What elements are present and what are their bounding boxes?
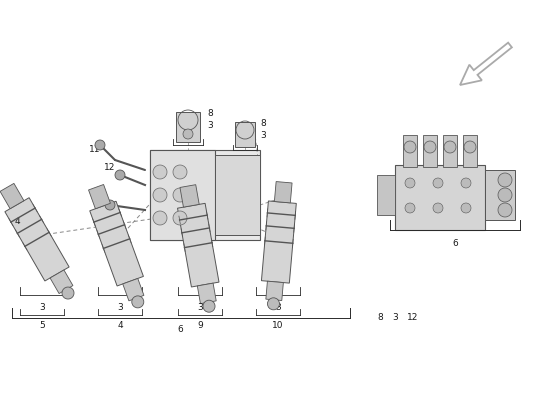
Text: 6: 6: [452, 240, 458, 248]
Circle shape: [498, 173, 512, 187]
Polygon shape: [123, 278, 144, 301]
Text: 3: 3: [207, 122, 213, 130]
Text: 3: 3: [39, 302, 45, 312]
Polygon shape: [90, 201, 144, 286]
Polygon shape: [0, 183, 24, 209]
Text: 8: 8: [377, 314, 383, 322]
Polygon shape: [50, 270, 73, 294]
Polygon shape: [274, 182, 292, 203]
Circle shape: [433, 178, 443, 188]
Text: 11: 11: [89, 146, 101, 154]
Circle shape: [498, 203, 512, 217]
Circle shape: [183, 129, 193, 139]
Bar: [485, 170, 515, 220]
Text: 9: 9: [197, 322, 203, 330]
Circle shape: [433, 203, 443, 213]
Circle shape: [405, 203, 415, 213]
Circle shape: [173, 165, 187, 179]
Circle shape: [424, 141, 436, 153]
Polygon shape: [178, 203, 219, 287]
Text: 5: 5: [39, 322, 45, 330]
Bar: [377, 175, 395, 215]
Circle shape: [153, 211, 167, 225]
Circle shape: [95, 140, 105, 150]
Polygon shape: [180, 185, 199, 207]
Circle shape: [115, 170, 125, 180]
Bar: [443, 135, 457, 167]
Text: 6: 6: [177, 326, 183, 334]
Bar: [235, 122, 255, 147]
Text: 4: 4: [117, 322, 123, 330]
Circle shape: [173, 211, 187, 225]
Circle shape: [405, 178, 415, 188]
Polygon shape: [89, 184, 111, 209]
Circle shape: [173, 188, 187, 202]
Text: 8: 8: [260, 120, 266, 128]
Text: 3: 3: [392, 314, 398, 322]
Circle shape: [153, 165, 167, 179]
Polygon shape: [197, 283, 216, 304]
Circle shape: [132, 296, 144, 308]
Circle shape: [404, 141, 416, 153]
Text: 3: 3: [275, 302, 281, 312]
Bar: [403, 135, 417, 167]
Text: 12: 12: [104, 164, 116, 172]
Text: 3: 3: [117, 302, 123, 312]
Circle shape: [444, 141, 456, 153]
Circle shape: [461, 178, 471, 188]
Text: 4: 4: [14, 218, 20, 226]
Bar: [215, 155, 260, 235]
Bar: [463, 135, 477, 167]
Polygon shape: [266, 281, 283, 300]
Text: 8: 8: [207, 110, 213, 118]
Text: 3: 3: [260, 132, 266, 140]
Text: 12: 12: [94, 194, 106, 202]
Circle shape: [203, 300, 215, 312]
Bar: [423, 135, 437, 167]
Circle shape: [267, 298, 279, 310]
Text: 12: 12: [408, 314, 419, 322]
Circle shape: [461, 203, 471, 213]
Bar: [395, 165, 485, 230]
Circle shape: [498, 188, 512, 202]
Circle shape: [62, 287, 74, 299]
Polygon shape: [5, 198, 69, 281]
Polygon shape: [261, 201, 296, 283]
Text: 10: 10: [272, 322, 284, 330]
Circle shape: [153, 188, 167, 202]
Circle shape: [464, 141, 476, 153]
Bar: [176, 112, 200, 142]
Bar: [150, 150, 260, 240]
Circle shape: [105, 200, 115, 210]
Text: 3: 3: [197, 302, 203, 312]
Bar: [150, 150, 215, 240]
